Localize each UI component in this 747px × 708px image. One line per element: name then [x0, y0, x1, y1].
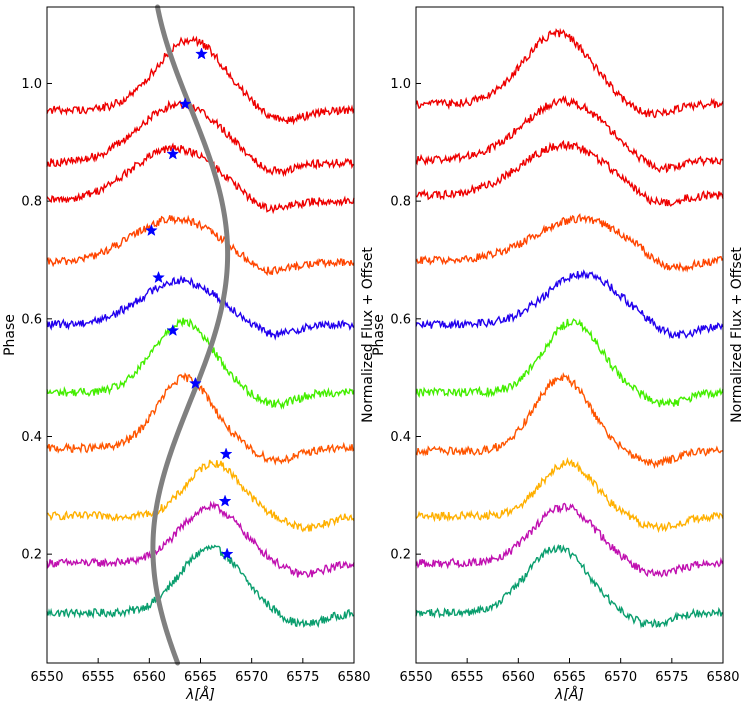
spectrum-line: [415, 139, 724, 207]
left-y-axis-label: Phase: [2, 314, 18, 356]
spectrum-line: [46, 99, 355, 178]
y-tick-label: 0.4: [21, 430, 42, 445]
spectrum-line: [415, 502, 724, 578]
spectrum-line: [415, 318, 724, 408]
x-tick-label: 6570: [235, 670, 268, 685]
x-tick-label: 6560: [502, 670, 535, 685]
star-marker: [218, 494, 232, 507]
y-tick-label: 0.8: [390, 195, 411, 210]
x-tick-label: 6570: [604, 670, 637, 685]
y-tick-label: 1.0: [390, 77, 411, 92]
x-tick-label: 6555: [82, 670, 115, 685]
right-panel: 6550 6555 6560 6565 6570 6575 6580 0.2 0.4 0.6 0.8…: [371, 6, 745, 703]
star-marker: [144, 223, 158, 237]
x-tick-label: 6565: [553, 670, 586, 685]
star-marker: [152, 270, 165, 284]
spectrum-line: [46, 372, 355, 466]
x-tick-label: 6580: [337, 670, 370, 685]
y-tick-label: 0.8: [21, 195, 42, 210]
left-frame: [46, 6, 355, 664]
right-x-axis-label: λ[Å]: [554, 686, 584, 703]
spectrum-line: [46, 500, 355, 579]
right-ticks: 6550 6555 6560 6565 6570 6575 6580 0.2 0.4 0.6 0.8…: [390, 77, 739, 685]
x-tick-label: 6560: [133, 670, 166, 685]
spectrum-line: [415, 456, 724, 534]
left-panel: 6550 6555 6560 6565 6570 6575 6580 0.2 0.4 0.6 0.8…: [2, 4, 376, 703]
x-tick-label: 6555: [451, 670, 484, 685]
spectrum-line: [46, 35, 355, 126]
right-plot-area: [415, 27, 724, 629]
y-tick-label: 1.0: [21, 77, 42, 92]
star-marker: [166, 323, 180, 337]
x-tick-label: 6575: [655, 670, 688, 685]
right-frame: [415, 6, 724, 664]
star-marker: [178, 97, 192, 110]
y-tick-label: 0.6: [21, 312, 42, 327]
x-tick-label: 6580: [706, 670, 739, 685]
x-tick-label: 6575: [286, 670, 319, 685]
star-marker: [220, 547, 234, 560]
spectrum-line: [415, 372, 724, 470]
spectrum-line: [415, 95, 724, 174]
spectrum-line: [46, 459, 355, 533]
velocity-curve: [150, 4, 231, 666]
left-x-axis-label: λ[Å]: [185, 686, 215, 703]
star-marker: [166, 147, 180, 160]
spectrum-line: [415, 269, 724, 340]
y-tick-label: 0.4: [390, 430, 411, 445]
spectrum-line: [46, 274, 355, 341]
y-tick-label: 0.2: [390, 548, 411, 563]
x-tick-label: 6550: [399, 670, 432, 685]
spectrum-line: [46, 317, 355, 410]
x-tick-label: 6550: [30, 670, 63, 685]
left-plot-area: [46, 4, 355, 666]
y-tick-label: 0.2: [21, 548, 42, 563]
spectrum-line: [415, 213, 724, 273]
y-tick-label: 0.6: [390, 312, 411, 327]
star-marker: [195, 47, 208, 60]
star-marker: [219, 447, 233, 460]
spectrum-line: [415, 543, 724, 629]
spectrum-line: [46, 544, 355, 628]
star-marker: [188, 376, 202, 389]
right-right-axis-label: Normalized Flux + Offset: [729, 247, 745, 423]
left-right-axis-label: Normalized Flux + Offset: [360, 247, 376, 423]
left-ticks: 6550 6555 6560 6565 6570 6575 6580 0.2 0.4 0.6 0.8…: [21, 77, 370, 685]
spectrum-line: [415, 27, 724, 119]
spectrum-line: [46, 142, 355, 215]
spectrum-line: [46, 214, 355, 277]
x-tick-label: 6565: [184, 670, 217, 685]
right-y-axis-label: Phase: [371, 314, 387, 356]
